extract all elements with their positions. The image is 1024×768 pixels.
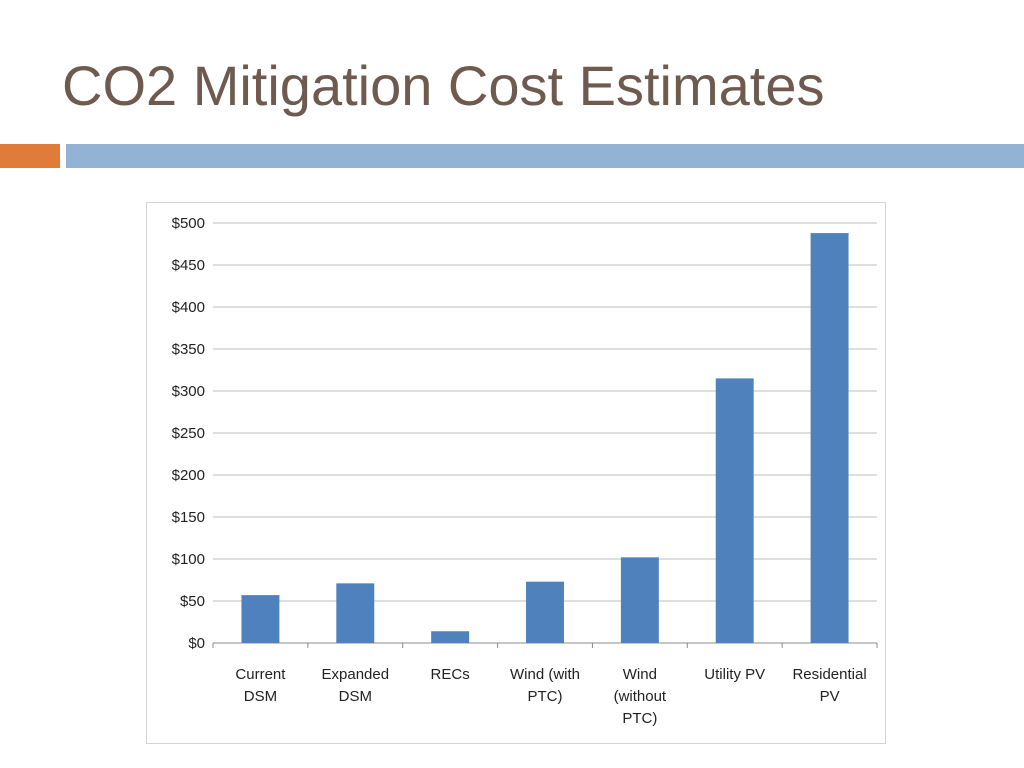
bar bbox=[715, 378, 754, 643]
slide-title: CO2 Mitigation Cost Estimates bbox=[62, 54, 825, 117]
y-tick-label: $50 bbox=[180, 593, 205, 610]
x-tick-label: Wind (without PTC) bbox=[614, 666, 667, 727]
bar bbox=[336, 583, 375, 643]
x-tick-label: RECs bbox=[431, 666, 470, 683]
bar-chart: $0 $50 $100 $150 $200 $250 $300 $350 $400 $450 $50… bbox=[172, 215, 878, 727]
y-tick-label: $200 bbox=[172, 467, 205, 484]
bar bbox=[620, 557, 659, 643]
x-tick-label: Expanded DSM bbox=[322, 666, 390, 705]
x-tick-label: Wind (with PTC) bbox=[510, 666, 580, 705]
y-tick-label: $250 bbox=[172, 425, 205, 442]
x-tick-label: Residential PV bbox=[792, 666, 866, 705]
y-tick-label: $500 bbox=[172, 215, 205, 232]
bar bbox=[241, 595, 280, 643]
y-tick-label: $400 bbox=[172, 299, 205, 316]
y-tick-label: $0 bbox=[188, 635, 205, 652]
accent-bar-blue bbox=[66, 144, 1024, 168]
bar bbox=[526, 581, 564, 643]
y-tick-label: $350 bbox=[172, 341, 205, 358]
y-tick-label: $150 bbox=[172, 509, 205, 526]
x-tick-label: Utility PV bbox=[704, 666, 765, 683]
y-tick-label: $450 bbox=[172, 257, 205, 274]
y-tick-label: $100 bbox=[172, 551, 205, 568]
x-tick-label: Current DSM bbox=[235, 666, 286, 705]
y-tick-label: $300 bbox=[172, 383, 205, 400]
bar bbox=[431, 631, 470, 643]
accent-bar-orange bbox=[0, 144, 60, 168]
bar bbox=[810, 233, 849, 643]
chart-frame: $0 $50 $100 $150 $200 $250 $300 $350 $400 $450 $50… bbox=[146, 202, 886, 744]
